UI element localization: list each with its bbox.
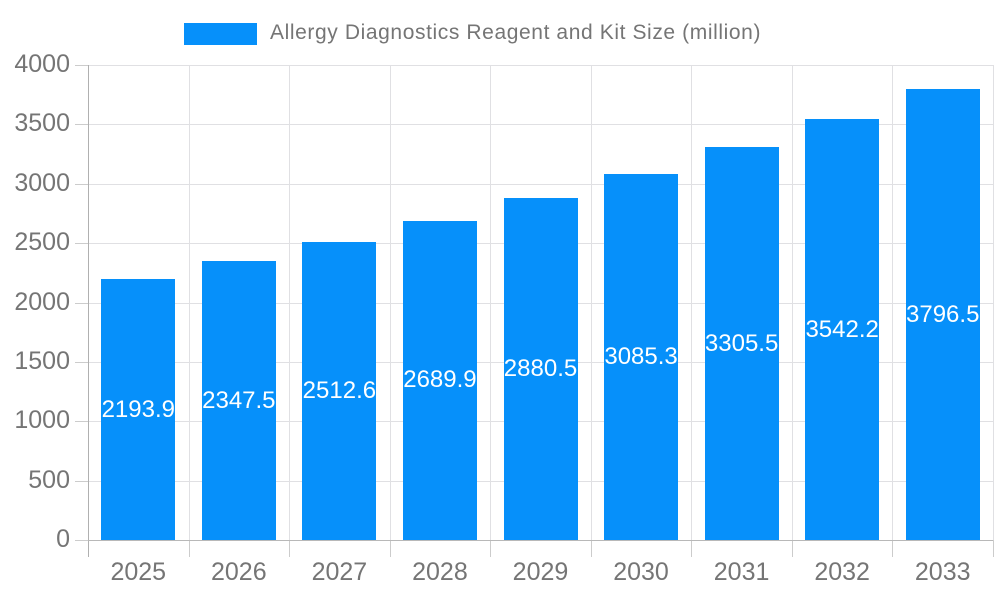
x-axis-tick <box>892 540 894 557</box>
x-axis-label: 2030 <box>613 558 669 586</box>
y-axis-label: 1000 <box>14 406 70 435</box>
x-axis-line <box>88 540 993 541</box>
x-axis-label: 2026 <box>211 558 267 586</box>
y-axis-label: 2500 <box>14 228 70 257</box>
bar-value-label: 2193.9 <box>101 395 175 423</box>
x-axis-label: 2031 <box>713 558 770 586</box>
x-axis-label: 2028 <box>412 558 468 586</box>
bar-2030 <box>604 173 679 540</box>
y-axis-label: 3500 <box>14 109 70 138</box>
v-gridline <box>188 65 190 540</box>
y-axis-tick <box>75 302 88 304</box>
bar-value-label: 2512.6 <box>302 376 377 404</box>
h-gridline <box>88 183 993 185</box>
x-axis-tick <box>791 540 793 557</box>
v-gridline <box>389 65 391 540</box>
x-axis-label: 2027 <box>311 558 368 586</box>
y-axis-label: 0 <box>56 525 70 553</box>
legend: Allergy Diagnostics Reagent and Kit Size… <box>0 0 1000 55</box>
x-axis-tick <box>490 540 492 557</box>
v-gridline <box>993 65 994 540</box>
y-axis-tick <box>75 540 88 541</box>
y-axis-tick <box>75 183 88 185</box>
v-gridline <box>892 65 894 540</box>
y-axis-label: 500 <box>28 465 70 494</box>
v-gridline <box>791 65 793 540</box>
y-axis-tick <box>75 243 88 245</box>
y-axis-line <box>88 65 89 557</box>
x-axis-tick <box>590 540 592 557</box>
bar-value-label: 3085.3 <box>604 342 678 370</box>
legend-swatch <box>184 23 257 45</box>
y-axis-label: 2000 <box>14 287 70 316</box>
h-gridline <box>88 124 993 126</box>
bar-2029 <box>503 197 578 540</box>
x-axis-label: 2032 <box>814 558 870 586</box>
x-axis-label: 2025 <box>110 558 167 586</box>
y-axis-label: 3000 <box>14 168 70 197</box>
bar-2026 <box>201 261 276 540</box>
y-axis-tick <box>75 421 88 423</box>
y-axis-tick <box>75 124 88 126</box>
h-gridline <box>88 65 993 66</box>
bar-2033 <box>905 89 980 540</box>
bar-value-label: 3796.5 <box>906 300 980 328</box>
x-axis-tick <box>289 540 291 557</box>
bar-2027 <box>302 241 377 540</box>
bar-2028 <box>402 220 477 540</box>
x-axis-label: 2033 <box>914 558 971 586</box>
v-gridline <box>590 65 592 540</box>
x-axis-label: 2029 <box>512 558 569 586</box>
chart-title: Allergy Diagnostics Reagent and Kit Size… <box>270 21 762 44</box>
y-axis-label: 4000 <box>14 50 70 78</box>
x-axis-tick <box>188 540 190 557</box>
y-axis-tick <box>75 480 88 482</box>
y-axis-tick <box>75 361 88 363</box>
bar-value-label: 2880.5 <box>503 354 578 382</box>
bar-value-label: 3542.2 <box>805 315 879 343</box>
bar-value-label: 2347.5 <box>202 386 276 414</box>
bar-value-label: 2689.9 <box>403 366 477 394</box>
bar-value-label: 3305.5 <box>704 329 779 357</box>
bar-2025 <box>101 279 176 540</box>
v-gridline <box>691 65 693 540</box>
y-axis-label: 1500 <box>14 346 70 375</box>
y-axis-tick <box>75 65 88 66</box>
x-axis-tick <box>691 540 693 557</box>
x-axis-tick <box>389 540 391 557</box>
x-axis-tick <box>993 540 994 557</box>
bar-2032 <box>805 119 880 540</box>
v-gridline <box>490 65 492 540</box>
v-gridline <box>289 65 291 540</box>
bar-2031 <box>704 147 779 540</box>
